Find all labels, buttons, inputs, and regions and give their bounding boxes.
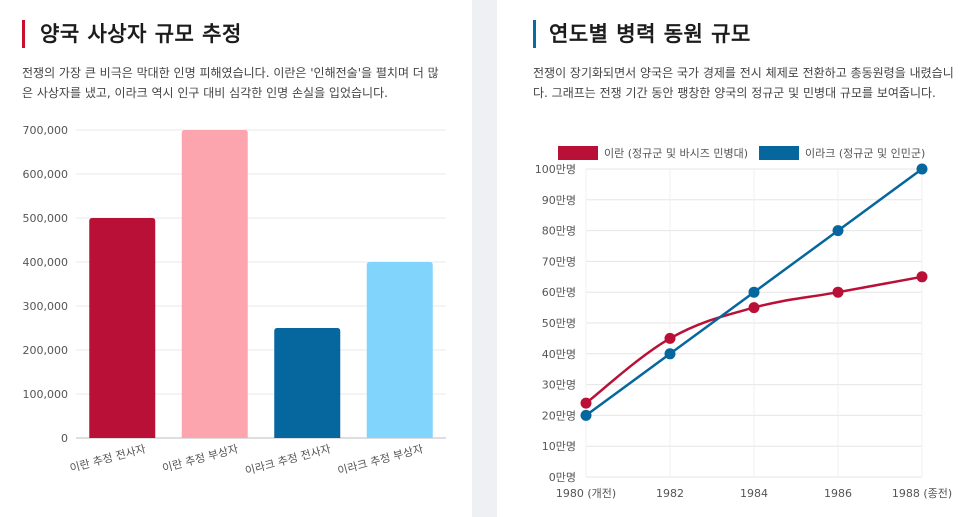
y-tick-label: 50만명 [542,317,576,330]
data-point [832,225,844,237]
x-tick-label: 이란 추정 부상자 [161,442,240,475]
panel-description: 전쟁이 장기화되면서 양국은 국가 경제를 전시 체제로 전환하고 총동원령을 … [533,66,954,100]
y-tick-label: 30만명 [542,379,576,392]
data-point [580,409,592,421]
x-tick-label: 이라크 추정 전사자 [244,442,332,477]
y-tick-label: 100,000 [23,388,69,401]
bar [366,262,433,438]
data-point [748,286,760,298]
casualty-panel: 양국 사상자 규모 추정 전쟁의 가장 큰 비극은 막대한 인명 피해였습니다.… [0,0,472,517]
y-tick-label: 0만명 [549,471,576,484]
bar [274,328,341,438]
y-tick-label: 200,000 [23,344,69,357]
y-tick-label: 600,000 [23,168,69,181]
y-tick-label: 400,000 [23,256,69,269]
panel-title: 양국 사상자 규모 추정 [40,22,242,46]
y-tick-label: 60만명 [542,286,576,299]
y-tick-label: 40만명 [542,348,576,361]
y-tick-label: 10만명 [542,440,576,453]
legend-label: 이라크 (정규군 및 인민군) [805,147,925,160]
legend-swatch [759,146,799,160]
data-point [916,163,928,175]
x-tick-label: 1988 (종전) [892,487,952,500]
bar [181,130,248,438]
y-tick-label: 20만명 [542,409,576,422]
legend-label: 이란 (정규군 및 바시즈 민병대) [604,147,748,160]
x-tick-label: 이라크 추정 부상자 [336,442,424,477]
bar [89,218,156,438]
data-point [832,286,844,298]
y-tick-label: 300,000 [23,300,69,313]
y-tick-label: 100만명 [535,163,576,176]
x-tick-label: 1982 [656,487,684,500]
x-tick-label: 이란 추정 전사자 [68,442,147,475]
y-tick-label: 500,000 [23,212,69,225]
casualty-bar-chart: 0 100,000 200,000 300,000 400,000 500,000 600,… [23,124,446,478]
panel-title: 연도별 병력 동원 규모 [549,22,751,46]
x-tick-label: 1980 (개전) [556,487,616,500]
data-point [748,302,760,314]
panel-description: 전쟁의 가장 큰 비극은 막대한 인명 피해였습니다. 이란은 '인해전술'을 … [22,66,439,100]
mobilization-line-chart: 0만명 10만명 20만명 30만명 40만명 50만명 60만명 70만명 80만명 90만명 1… [535,146,952,500]
mobilization-panel: 연도별 병력 동원 규모 전쟁이 장기화되면서 양국은 국가 경제를 전시 체제… [497,0,975,517]
data-point [916,271,928,283]
y-tick-label: 0 [61,432,68,445]
data-point [664,332,676,344]
legend-swatch [558,146,598,160]
y-tick-label: 90만명 [542,194,576,207]
y-tick-label: 70만명 [542,255,576,268]
x-tick-label: 1986 [824,487,852,500]
data-point [664,348,676,360]
title-accent-bar [22,20,25,48]
y-tick-label: 80만명 [542,225,576,238]
y-tick-label: 700,000 [23,124,69,137]
x-tick-label: 1984 [740,487,768,500]
title-accent-bar [533,20,536,48]
data-point [580,397,592,409]
